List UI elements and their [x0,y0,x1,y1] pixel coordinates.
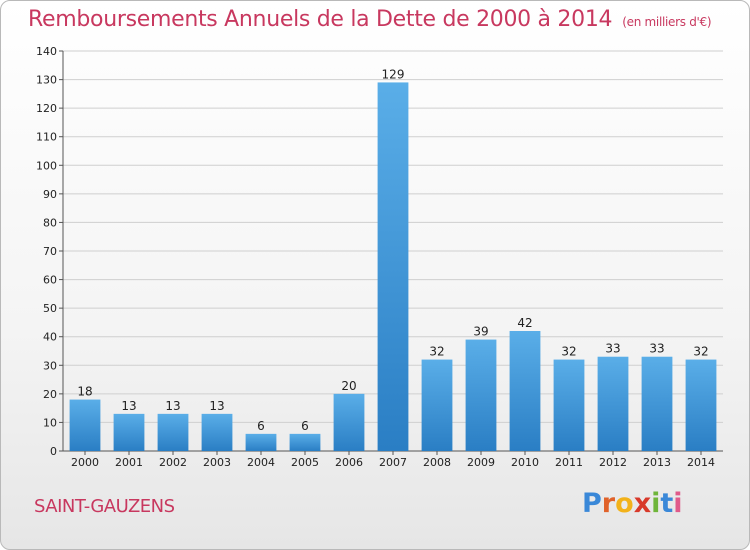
logo-letter: o [615,488,634,519]
data-label-2011: 32 [561,345,576,359]
data-label-2006: 20 [341,379,356,393]
x-tick-label: 2009 [467,456,495,469]
x-tick-label: 2013 [643,456,671,469]
data-label-2009: 39 [473,325,488,339]
data-label-2012: 33 [605,342,620,356]
bar-2010 [509,331,541,451]
x-tick-label: 2014 [687,456,715,469]
logo-letter: i [673,488,683,519]
bars [69,82,717,451]
chart-title: Remboursements Annuels de la Dette de 20… [28,7,712,32]
x-tick-label: 2001 [115,456,143,469]
y-tick-label: 50 [43,302,57,315]
chart-subtitle: (en milliers d'€) [622,15,712,29]
bar-2012 [597,356,629,451]
data-label-2008: 32 [429,345,444,359]
logo-letter: t [660,488,674,519]
data-label-2013: 33 [649,342,664,356]
x-tick-label: 2006 [335,456,363,469]
bar-2007 [377,82,409,451]
data-label-2001: 13 [121,399,136,413]
x-tick-label: 2000 [71,456,99,469]
data-label-2005: 6 [301,419,309,433]
y-tick-label: 10 [43,416,57,429]
data-label-2003: 13 [209,399,224,413]
data-label-2002: 13 [165,399,180,413]
commune-name: SAINT-GAUZENS [34,496,175,517]
chart-title-text: Remboursements Annuels de la Dette de 20… [28,7,613,32]
x-tick-label: 2011 [555,456,583,469]
data-label-2004: 6 [257,419,265,433]
y-tick-label: 90 [43,188,57,201]
y-tick-label: 120 [36,102,57,115]
y-tick-label: 20 [43,388,57,401]
x-tick-label: 2010 [511,456,539,469]
bar-2004 [245,433,277,451]
x-tick-label: 2002 [159,456,187,469]
bar-2008 [421,359,453,451]
y-tick-label: 80 [43,216,57,229]
logo-letter: P [582,488,602,519]
proxiti-logo: Proxiti [582,488,683,519]
logo-letter: r [601,488,616,519]
bar-2006 [333,393,365,451]
bar-2001 [113,413,145,451]
bar-2009 [465,339,497,451]
bar-2013 [641,356,673,451]
bar-2011 [553,359,585,451]
data-labels: 18 13 13 13 6 6 20 129 32 39 42 32 33 33 32 [77,67,708,432]
bar-2005 [289,433,321,451]
data-label-2000: 18 [77,385,92,399]
y-tick-label: 140 [36,45,57,58]
logo-letter: x [633,488,652,519]
bar-2000 [69,399,101,451]
data-label-2010: 42 [517,316,532,330]
data-label-2014: 32 [693,345,708,359]
bar-2003 [201,413,233,451]
x-tick-label: 2003 [203,456,231,469]
y-tick-label: 100 [36,159,57,172]
x-tick-label: 2004 [247,456,275,469]
x-tick-label: 2005 [291,456,319,469]
x-tick-label: 2012 [599,456,627,469]
y-tick-label: 0 [50,445,57,458]
y-tick-label: 30 [43,359,57,372]
y-tick-label: 130 [36,74,57,87]
y-tick-label: 60 [43,274,57,287]
logo-letter: i [651,488,661,519]
x-tick-label: 2007 [379,456,407,469]
bar-2014 [685,359,717,451]
x-tick-label: 2008 [423,456,451,469]
y-tick-label: 110 [36,131,57,144]
y-tick-label: 40 [43,331,57,344]
bar-2002 [157,413,189,451]
data-label-2007: 129 [382,67,405,81]
y-tick-label: 70 [43,245,57,258]
